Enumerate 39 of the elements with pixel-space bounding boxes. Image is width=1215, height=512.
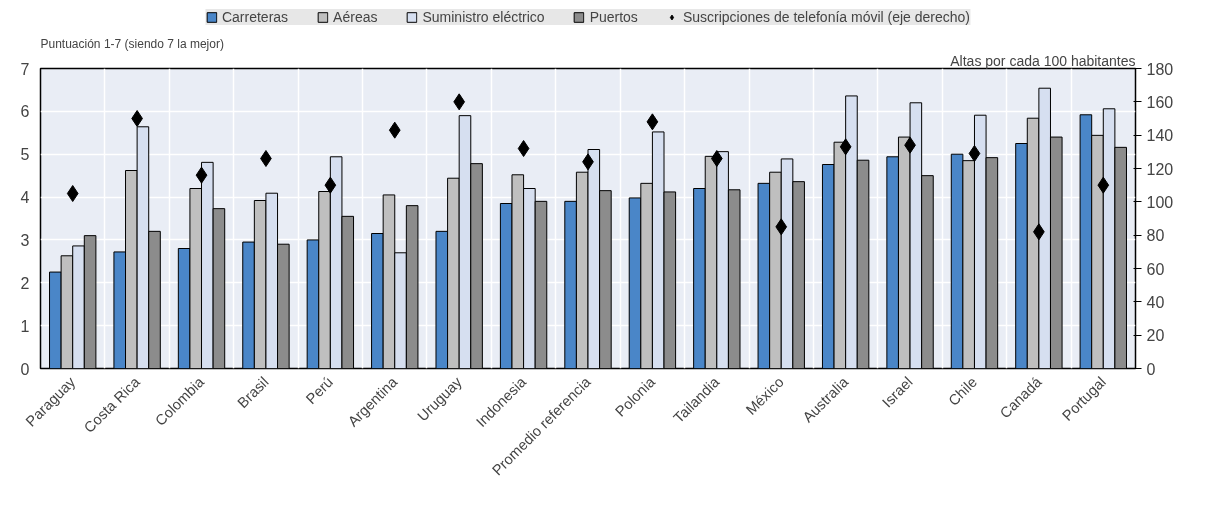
y-tick-label: 6 bbox=[20, 103, 30, 121]
legend-label: Suministro eléctrico bbox=[422, 9, 545, 25]
point bbox=[775, 218, 788, 236]
y2-tick-label: 80 bbox=[1146, 227, 1165, 245]
point bbox=[260, 150, 272, 167]
y2-tick-label: 20 bbox=[1146, 327, 1165, 345]
point bbox=[710, 150, 723, 167]
legend-label: Aéreas bbox=[333, 9, 378, 25]
y2-tick-label: 0 bbox=[1146, 360, 1156, 378]
y-tick-label: 0 bbox=[20, 360, 30, 378]
point bbox=[839, 138, 852, 156]
y2-tick-label: 140 bbox=[1146, 127, 1174, 145]
y-tick-label: 5 bbox=[20, 146, 30, 164]
y-tick-label: 1 bbox=[20, 317, 30, 335]
y-tick-label: 2 bbox=[20, 274, 30, 292]
point bbox=[453, 93, 466, 111]
point bbox=[66, 185, 79, 202]
point bbox=[195, 166, 208, 184]
point bbox=[646, 113, 659, 131]
point bbox=[131, 110, 143, 127]
y-tick-label: 4 bbox=[20, 189, 30, 207]
point bbox=[517, 140, 530, 157]
y2-tick-label: 100 bbox=[1146, 193, 1174, 211]
point bbox=[324, 176, 337, 194]
y-tick-label: 7 bbox=[20, 60, 30, 78]
y2-tick-label: 40 bbox=[1146, 293, 1165, 311]
legend-label: Carreteras bbox=[221, 9, 289, 25]
y2-axis-title: Altas por cada 100 habitantes bbox=[950, 52, 1136, 69]
y2-tick-label: 120 bbox=[1146, 160, 1174, 178]
point bbox=[968, 145, 981, 162]
y-axis-title: Puntuación 1-7 (siendo 7 la mejor) bbox=[40, 36, 224, 51]
point bbox=[1097, 176, 1110, 194]
legend-label: Puertos bbox=[589, 9, 638, 25]
legend-label: Suscripciones de telefonía móvil (eje derecho) bbox=[682, 9, 971, 25]
y2-tick-label: 160 bbox=[1146, 93, 1174, 111]
y2-tick-label: 60 bbox=[1146, 260, 1165, 278]
y-tick-label: 3 bbox=[20, 231, 30, 249]
point bbox=[388, 121, 401, 139]
y2-tick-label: 180 bbox=[1146, 60, 1174, 78]
